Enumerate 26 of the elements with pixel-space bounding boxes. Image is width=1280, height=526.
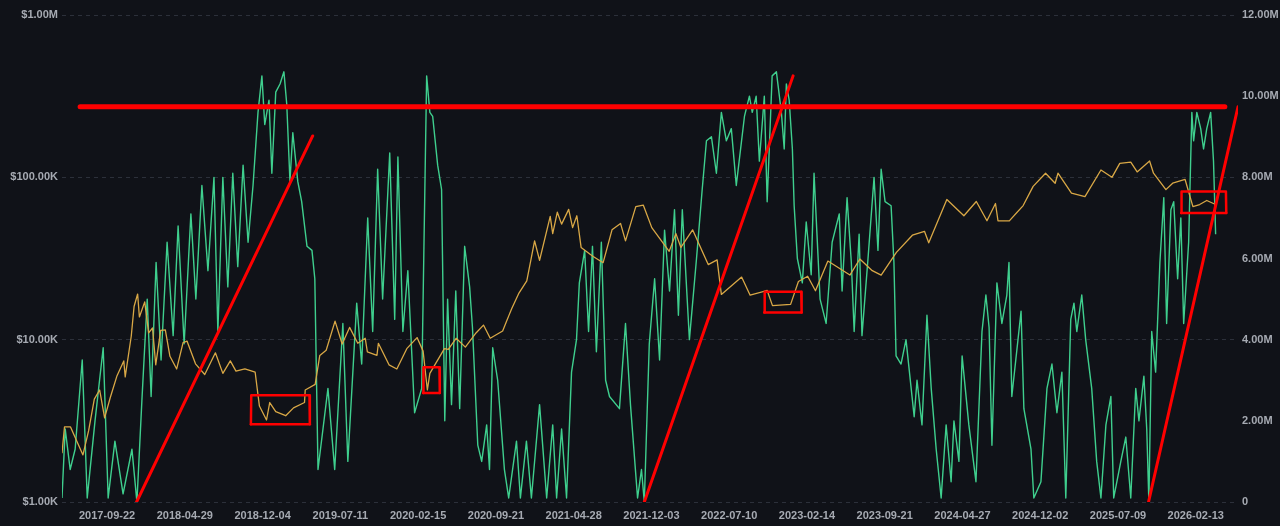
- x-tick-label: 2020-09-21: [467, 508, 525, 521]
- x-tick-label: 2019-07-11: [312, 508, 369, 521]
- y2-tick-label: 12.00M: [1242, 8, 1279, 21]
- x-tick-label: 2020-02-15: [390, 508, 447, 521]
- x-tick-label: 2022-07-10: [701, 508, 758, 521]
- x-tick-label: 2024-12-02: [1012, 508, 1069, 521]
- x-tick-label: 2025-07-09: [1089, 508, 1147, 521]
- y2-tick-label: 6.00M: [1242, 251, 1273, 264]
- x-tick-label: 2018-04-29: [156, 508, 213, 521]
- x-tick-label: 2023-02-14: [778, 508, 836, 521]
- y2-tick-label: 8.00M: [1242, 170, 1273, 183]
- y-tick-label: $100.00K: [10, 170, 59, 183]
- x-tick-label: 2026-02-13: [1167, 508, 1224, 521]
- x-tick-label: 2024-04-27: [934, 508, 991, 521]
- y-tick-label: $10.00K: [16, 332, 59, 345]
- x-tick-label: 2018-12-04: [234, 508, 292, 521]
- y-tick-label: $1.00K: [22, 495, 59, 508]
- x-tick-label: 2023-09-21: [856, 508, 913, 521]
- x-tick-label: 2021-12-03: [623, 508, 680, 521]
- y2-tick-label: 0: [1242, 495, 1249, 508]
- x-tick-label: 2021-04-28: [545, 508, 602, 521]
- y2-tick-label: 10.00M: [1242, 89, 1279, 102]
- y2-tick-label: 2.00M: [1242, 413, 1273, 426]
- x-tick-label: 2017-09-22: [78, 508, 136, 521]
- y2-tick-label: 4.00M: [1242, 332, 1273, 345]
- y-tick-label: $1.00M: [21, 8, 58, 21]
